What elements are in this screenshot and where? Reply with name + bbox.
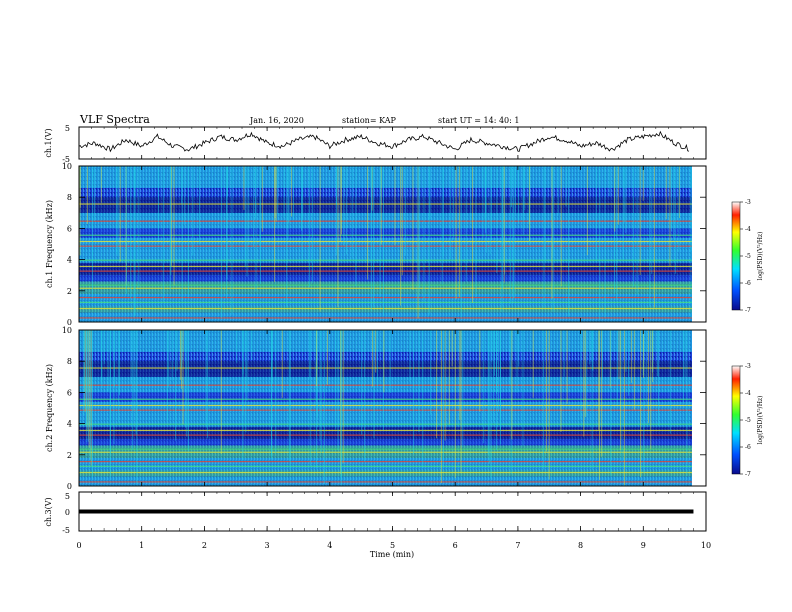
ch1-freq-ylabel: ch.1 Frequency (kHz) xyxy=(45,200,54,288)
time-axis: 0 1 2 3 4 5 6 7 8 9 10 xyxy=(76,127,711,550)
ch3-ytick-top: 5 xyxy=(65,492,70,501)
ch3-ytick-bottom: -5 xyxy=(62,526,70,535)
freq-tick-label: 0 xyxy=(67,318,72,327)
colorbar-tick-label: -6 xyxy=(745,444,751,451)
ch3-ylabel: ch.3(V) xyxy=(44,497,53,526)
ch1-waveform-panel: 5 -5 ch.1(V) xyxy=(44,124,707,164)
time-tick-label: 5 xyxy=(390,541,395,550)
colorbar-tick-label: -7 xyxy=(745,307,751,314)
colorbar-tick-label: -4 xyxy=(745,390,751,397)
colorbar-tick-label: -7 xyxy=(745,471,751,478)
freq-tick-label: 8 xyxy=(67,193,72,202)
ch1-spectrogram-image xyxy=(79,166,692,322)
ch1-ytick-top: 5 xyxy=(65,124,70,133)
colorbar-tick-label: -5 xyxy=(745,417,751,424)
freq-tick-label: 10 xyxy=(62,326,72,335)
freq-tick-label: 2 xyxy=(67,287,72,296)
start-time-label: start UT = 14: 40: 1 xyxy=(438,116,519,125)
time-tick-label: 3 xyxy=(265,541,270,550)
colorbar-tick-label: -6 xyxy=(745,280,751,287)
ch3-ytick-mid: 0 xyxy=(65,508,70,517)
freq-tick-label: 8 xyxy=(67,357,72,366)
freq-tick-label: 6 xyxy=(67,224,72,233)
ch1-colorbar-label: log(PSD)(V²/Hz) xyxy=(757,232,764,281)
freq-tick-label: 2 xyxy=(67,451,72,460)
time-tick-label: 1 xyxy=(139,541,144,550)
time-tick-label: 2 xyxy=(202,541,207,550)
colorbar-tick-label: -3 xyxy=(745,199,751,206)
time-tick-label: 7 xyxy=(515,541,520,550)
colorbar-tick-label: -3 xyxy=(745,363,751,370)
colorbar-tick-label: -4 xyxy=(745,226,751,233)
freq-tick-label: 4 xyxy=(67,420,72,429)
ch2-colorbar-label: log(PSD)(V²/Hz) xyxy=(757,396,764,445)
ch1-ytick-bottom: -5 xyxy=(62,155,70,164)
freq-tick-label: 0 xyxy=(67,482,72,491)
time-axis-label: Time (min) xyxy=(370,550,414,559)
ch1-colorbar xyxy=(731,201,741,311)
ch2-spectrogram-image xyxy=(79,330,692,486)
freq-tick-label: 10 xyxy=(62,162,72,171)
ch1-ylabel: ch.1(V) xyxy=(44,128,53,157)
colorbar-tick-label: -5 xyxy=(745,253,751,260)
freq-tick-label: 4 xyxy=(67,256,72,265)
ch2-freq-ylabel: ch.2 Frequency (kHz) xyxy=(45,364,54,452)
time-tick-label: 10 xyxy=(701,541,711,550)
ch3-waveform-panel: 5 0 -5 ch.3(V) xyxy=(44,491,707,535)
time-tick-label: 4 xyxy=(327,541,332,550)
ch2-colorbar xyxy=(731,365,741,475)
ch1-waveform-line xyxy=(78,130,690,153)
time-tick-label: 0 xyxy=(76,541,81,550)
station-label: station= KAP xyxy=(342,116,397,125)
freq-tick-label: 6 xyxy=(67,388,72,397)
date-label: Jan. 16, 2020 xyxy=(249,116,304,125)
time-tick-label: 9 xyxy=(641,541,646,550)
figure-title: VLF Spectra xyxy=(79,113,150,126)
time-tick-label: 8 xyxy=(578,541,583,550)
time-tick-label: 6 xyxy=(453,541,458,550)
